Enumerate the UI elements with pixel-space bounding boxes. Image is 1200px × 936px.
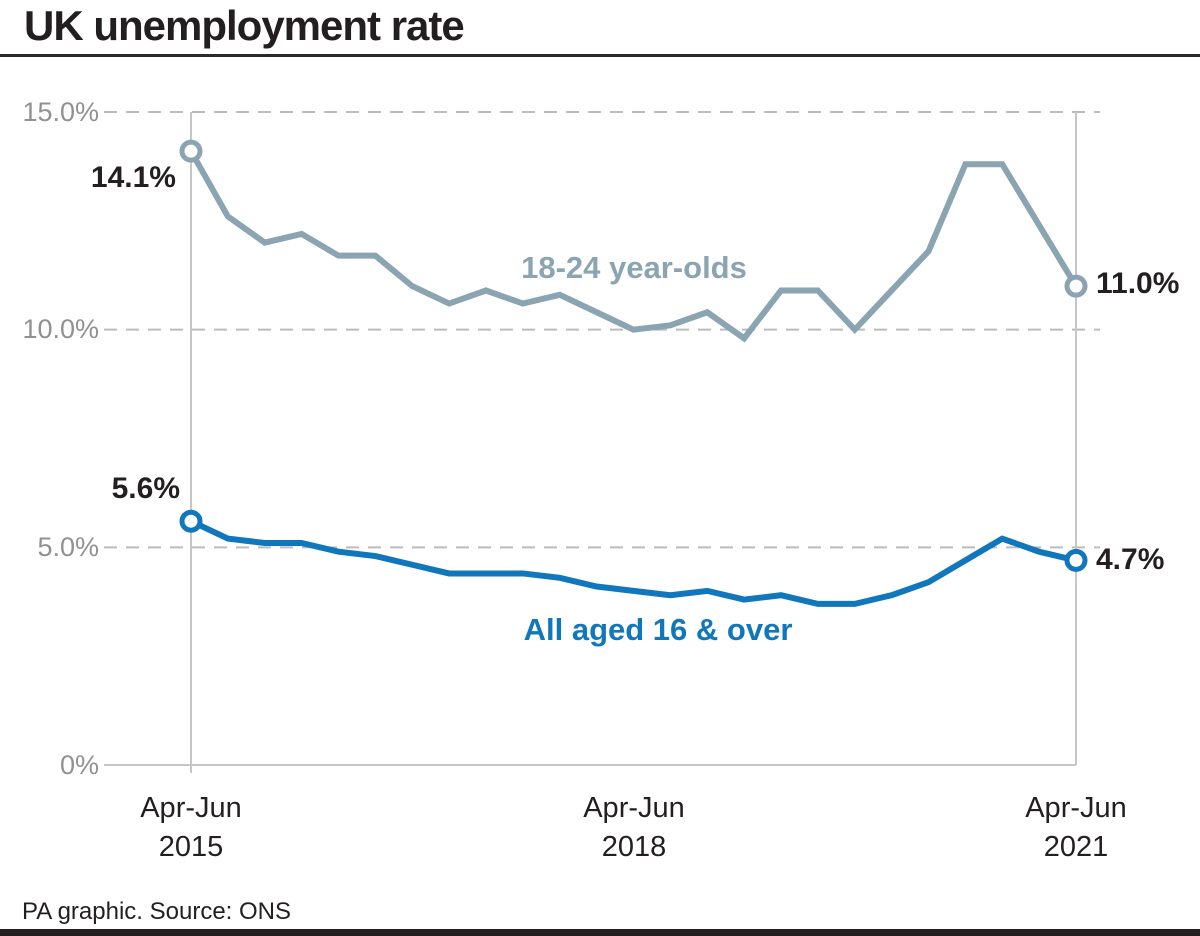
series-label-all-16-over: All aged 16 & over	[523, 612, 793, 647]
annotation-start-value-all-16-over: 5.6%	[111, 472, 180, 505]
title-divider-rule	[0, 54, 1200, 57]
y-axis-tick-15: 15.0%	[22, 97, 99, 127]
x-tick-period: Apr-Jun	[583, 792, 685, 824]
x-tick-year: 2015	[158, 831, 224, 863]
bottom-black-bar	[0, 929, 1200, 936]
y-axis-tick-10: 10.0%	[22, 314, 99, 344]
source-credit: PA graphic. Source: ONS	[22, 898, 292, 925]
x-axis-tick-2021: Apr-Jun 2021	[976, 789, 1176, 867]
x-tick-period: Apr-Jun	[1025, 792, 1127, 824]
x-tick-year: 2021	[1043, 831, 1109, 863]
x-axis-tick-2018: Apr-Jun 2018	[534, 789, 734, 867]
x-tick-period: Apr-Jun	[140, 792, 242, 824]
y-axis-tick-0: 0%	[59, 750, 99, 780]
annotation-start-value-18-24: 14.1%	[90, 161, 176, 194]
y-axis-tick-5: 5.0%	[37, 532, 99, 562]
annotation-end-value-all-16-over: 4.7%	[1096, 543, 1165, 576]
chart-title: UK unemployment rate	[24, 2, 465, 49]
series-label-18-24: 18-24 year-olds	[521, 250, 747, 285]
x-axis-tick-2015: Apr-Jun 2015	[91, 789, 291, 867]
annotation-end-value-18-24: 11.0%	[1096, 267, 1180, 300]
x-tick-year: 2018	[601, 831, 667, 863]
